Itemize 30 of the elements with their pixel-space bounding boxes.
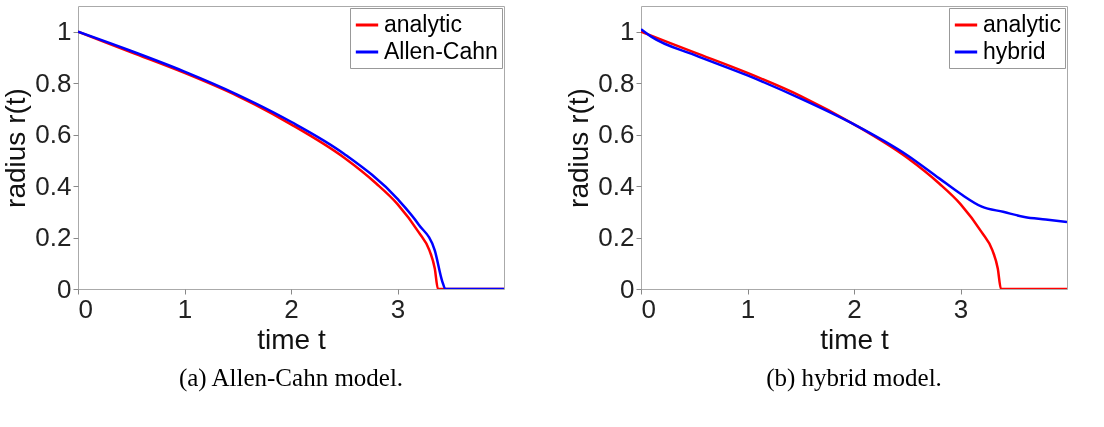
- x-tick-label: 1: [177, 293, 193, 324]
- y-tick-label: 1: [57, 16, 72, 47]
- legend-label: Allen-Cahn: [384, 38, 498, 64]
- x-tick-label: 2: [847, 293, 862, 324]
- x-axis-title: time t: [820, 323, 889, 355]
- text: (a) Allen-Cahn model.: [178, 364, 404, 392]
- y-tick-label: 0.2: [35, 222, 72, 253]
- legend-label: analytic: [384, 11, 462, 37]
- x-tick-label: 2: [284, 293, 299, 324]
- y-tick-label: 0: [620, 273, 635, 304]
- y-tick-label: 0.4: [598, 170, 635, 201]
- y-tick-label: 0.6: [35, 119, 72, 150]
- y-tick-label: 0.6: [598, 119, 635, 150]
- y-axis-title: radius r(t): [563, 88, 595, 208]
- y-axis-title: radius r(t): [0, 88, 32, 208]
- x-tick-label: 0: [78, 293, 93, 324]
- x-tick-label: 3: [390, 293, 406, 324]
- y-tick-label: 0.4: [35, 170, 72, 201]
- y-tick-label: 0: [57, 273, 72, 304]
- legend-label: analytic: [983, 11, 1061, 37]
- x-tick-label: 3: [953, 293, 969, 324]
- x-tick-label: 0: [641, 293, 656, 324]
- y-tick-label: 0.8: [598, 67, 635, 98]
- x-tick-label: 1: [740, 293, 756, 324]
- text: (b) hybrid model.: [766, 364, 942, 392]
- legend-label: hybrid: [983, 38, 1046, 64]
- y-tick-label: 0.2: [598, 222, 635, 253]
- y-tick-label: 1: [620, 16, 635, 47]
- y-tick-label: 0.8: [35, 67, 72, 98]
- x-axis-title: time t: [257, 323, 326, 355]
